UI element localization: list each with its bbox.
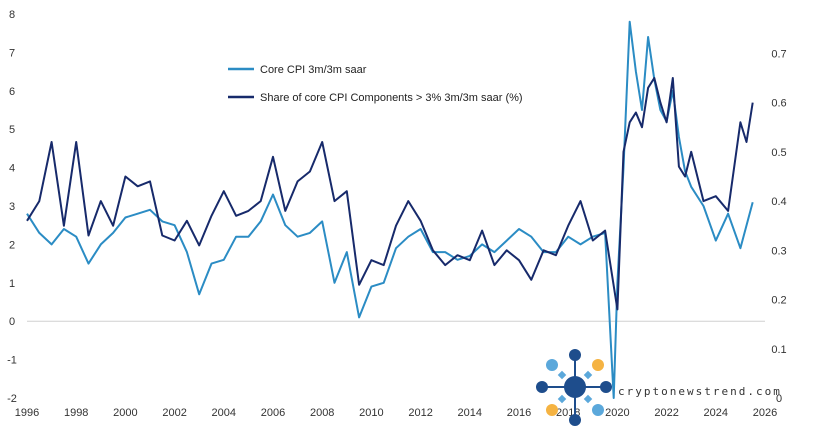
legend-label-share: Share of core CPI Components > 3% 3m/3m … (260, 92, 523, 104)
left-tick-label: -2 (7, 393, 17, 405)
right-tick-label: 0.4 (771, 196, 786, 208)
left-tick-label: 8 (9, 9, 15, 21)
logo-diamond-2 (583, 370, 593, 380)
right-tick-label: 0.6 (771, 98, 786, 110)
right-tick-label: 0.5 (771, 147, 786, 159)
legend: Core CPI 3m/3m saar Share of core CPI Co… (228, 64, 523, 104)
x-tick-label: 2008 (310, 407, 334, 419)
logo-center-dot (564, 376, 586, 398)
left-tick-label: 3 (9, 201, 15, 213)
x-tick-label: 2000 (113, 407, 137, 419)
left-tick-label: 2 (9, 239, 15, 251)
x-tick-label: 2022 (654, 407, 678, 419)
x-tick-label: 1998 (64, 407, 88, 419)
watermark-logo: cryptonewstrend.com (536, 349, 782, 426)
left-tick-label: 0 (9, 316, 15, 328)
logo-diamond-1 (557, 370, 567, 380)
left-tick-label: 7 (9, 47, 15, 59)
logo-diamond-4 (583, 394, 593, 404)
logo-dot-bottom (569, 414, 581, 426)
x-tick-label: 2014 (458, 407, 482, 419)
x-tick-label: 2010 (359, 407, 383, 419)
x-axis-ticks: 1996 1998 2000 2002 2004 2006 2008 2010 2012 2014… (15, 407, 777, 419)
right-tick-label: 0.1 (771, 344, 786, 356)
series-layer (26, 20, 754, 399)
logo-dot-top-left (546, 359, 558, 371)
x-tick-label: 2012 (408, 407, 432, 419)
legend-label-core-cpi: Core CPI 3m/3m saar (260, 64, 367, 76)
x-tick-label: 2026 (753, 407, 777, 419)
series-line-core-cpi (26, 20, 754, 399)
x-tick-label: 2024 (704, 407, 728, 419)
logo-dot-top (569, 349, 581, 361)
right-axis-ticks: 0 0.1 0.2 0.3 0.4 0.5 0.6 0.7 (771, 48, 786, 405)
x-tick-label: 2020 (605, 407, 629, 419)
left-tick-label: 5 (9, 124, 15, 136)
logo-dot-right (600, 381, 612, 393)
series-line-share (26, 77, 754, 311)
left-tick-label: 4 (9, 163, 15, 175)
left-tick-label: 6 (9, 86, 15, 98)
logo-dot-bottom-left (546, 404, 558, 416)
x-tick-label: 2016 (507, 407, 531, 419)
right-tick-label: 0.2 (771, 295, 786, 307)
logo-diamond-3 (557, 394, 567, 404)
left-tick-label: 1 (9, 278, 15, 290)
right-tick-label: 0 (776, 393, 782, 405)
x-tick-label: 2004 (212, 407, 236, 419)
right-tick-label: 0.3 (771, 245, 786, 257)
watermark-text: cryptonewstrend.com (618, 385, 782, 398)
logo-dot-left (536, 381, 548, 393)
left-tick-label: -1 (7, 355, 17, 367)
x-tick-label: 1996 (15, 407, 39, 419)
x-tick-label: 2002 (162, 407, 186, 419)
right-tick-label: 0.7 (771, 48, 786, 60)
logo-dot-top-right (592, 359, 604, 371)
x-tick-label: 2006 (261, 407, 285, 419)
left-axis-ticks: -2 -1 0 1 2 3 4 5 6 7 8 (7, 9, 17, 405)
logo-dot-bottom-right (592, 404, 604, 416)
